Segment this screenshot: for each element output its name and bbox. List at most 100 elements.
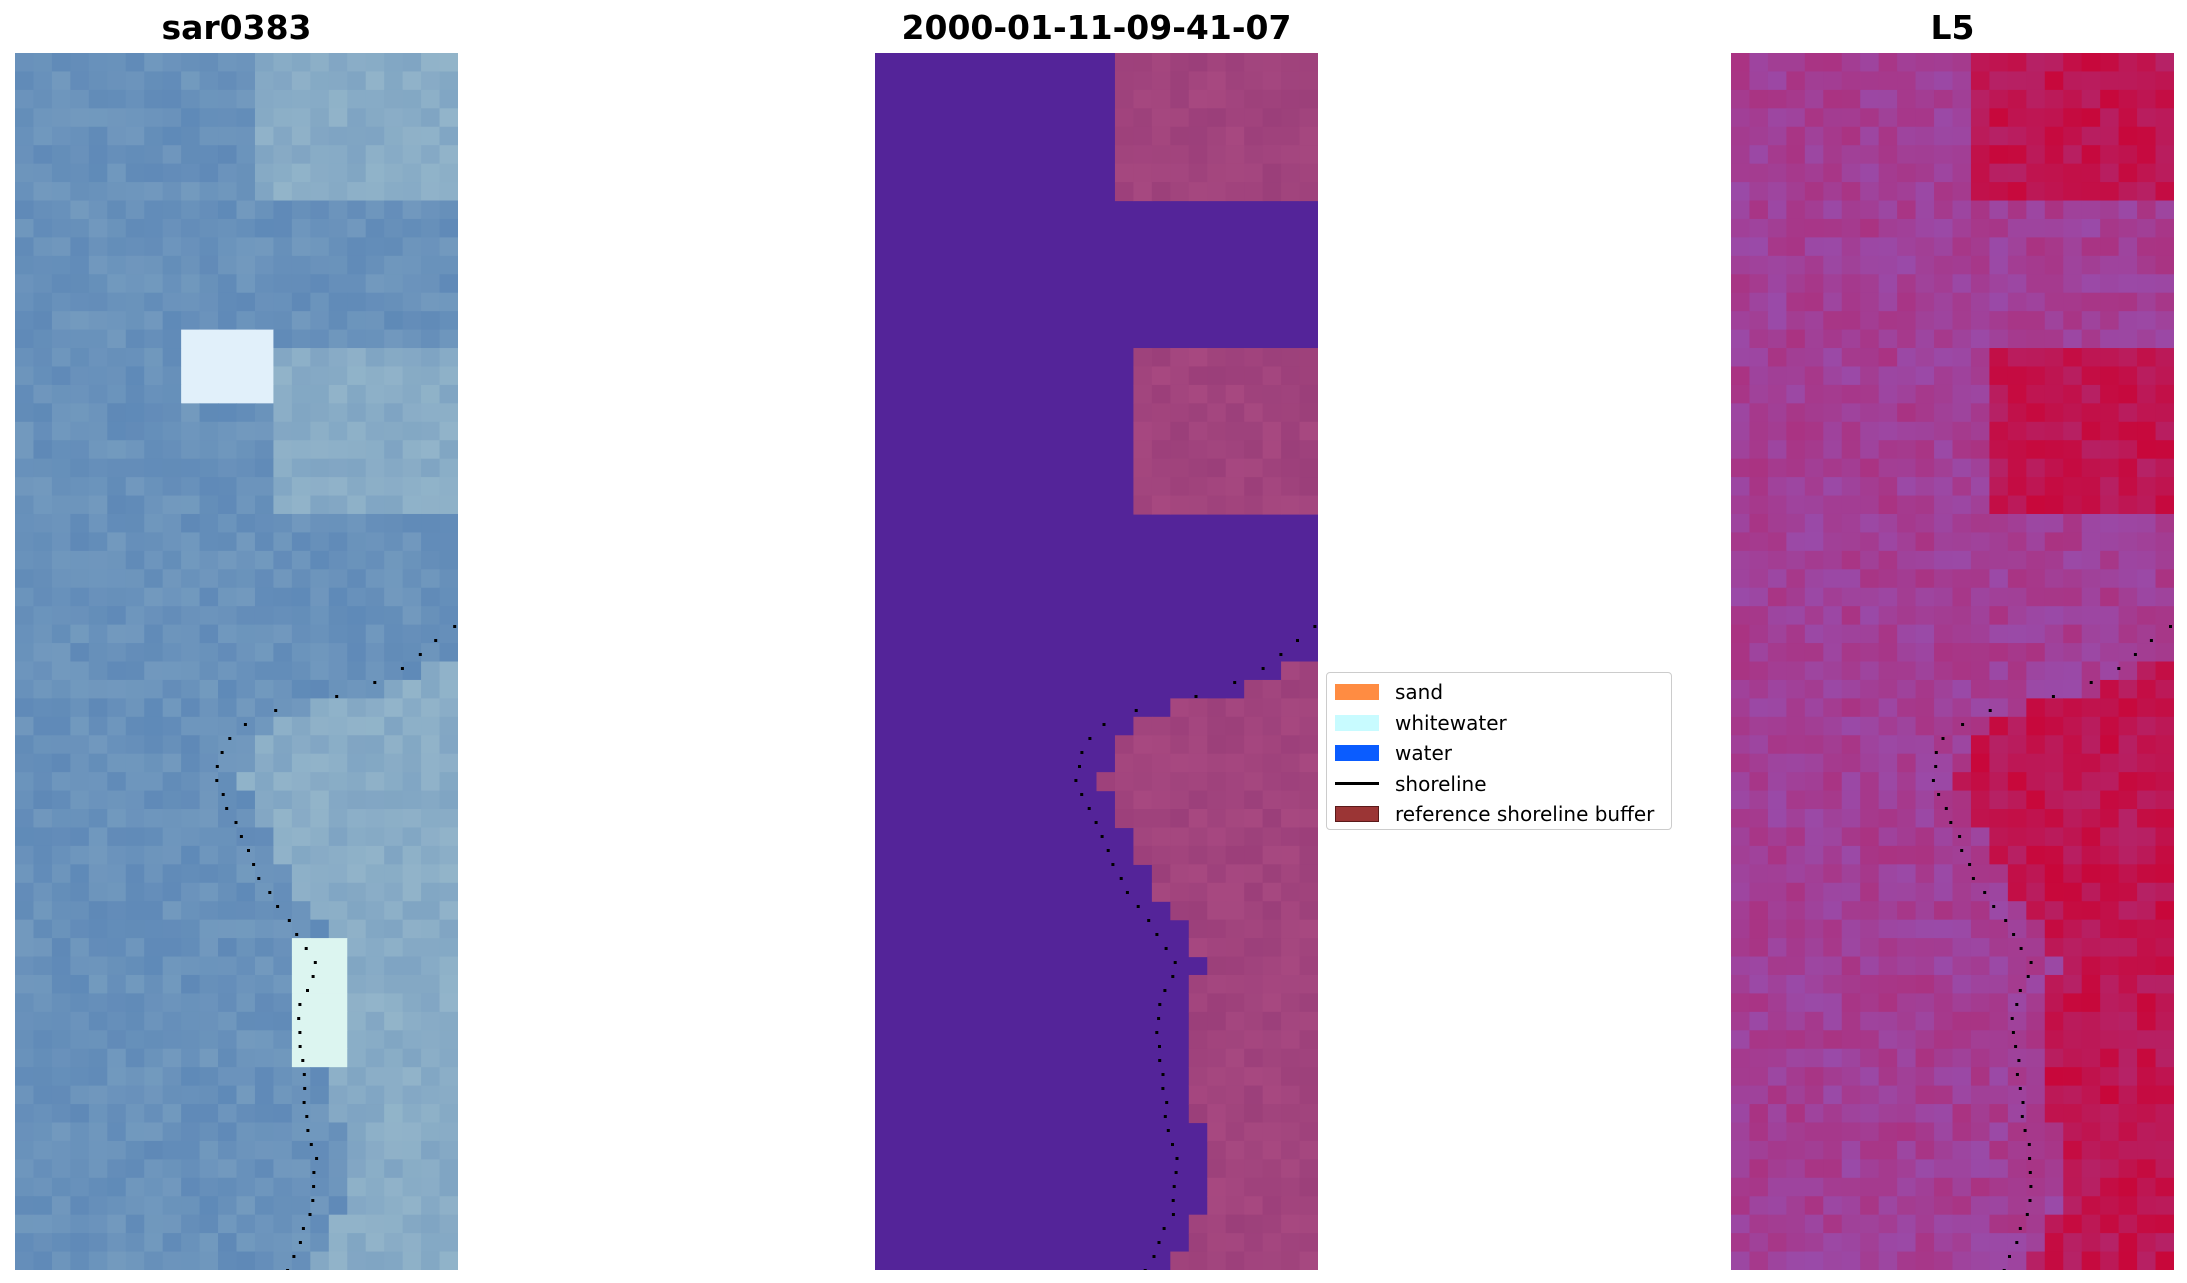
index-pixel bbox=[1989, 1233, 2009, 1253]
rgb-pixel bbox=[254, 292, 275, 312]
index-pixel bbox=[1897, 292, 1917, 312]
index-pixel bbox=[2155, 790, 2174, 810]
index-pixel bbox=[2026, 182, 2046, 202]
index-pixel bbox=[1878, 716, 1898, 736]
index-pixel bbox=[1786, 1067, 1806, 1087]
index-pixel bbox=[2063, 974, 2083, 995]
index-pixel bbox=[1897, 661, 1917, 681]
index-pixel bbox=[2081, 643, 2101, 663]
index-pixel bbox=[1860, 1177, 1880, 1197]
shoreline-point bbox=[2029, 961, 2033, 964]
index-pixel bbox=[1786, 569, 1806, 589]
index-pixel bbox=[1970, 1177, 1991, 1197]
rgb-pixel bbox=[291, 329, 311, 349]
buffer-pixel bbox=[1207, 1122, 1227, 1142]
index-pixel bbox=[2081, 458, 2101, 478]
buffer-pixel bbox=[1225, 348, 1245, 368]
rgb-pixel bbox=[310, 753, 330, 773]
rgb-pixel bbox=[162, 938, 182, 958]
rgb-pixel bbox=[181, 938, 201, 958]
index-pixel bbox=[1934, 477, 1954, 497]
rgb-pixel bbox=[15, 606, 35, 626]
rgb-pixel bbox=[218, 1122, 238, 1142]
index-pixel bbox=[1860, 919, 1880, 939]
index-pixel bbox=[1860, 348, 1880, 368]
index-pixel bbox=[1878, 532, 1898, 552]
rgb-pixel bbox=[273, 126, 293, 146]
rgb-pixel bbox=[421, 329, 441, 349]
index-pixel bbox=[1804, 421, 1824, 441]
index-pixel bbox=[1731, 108, 1751, 128]
index-pixel bbox=[2137, 809, 2157, 829]
index-pixel bbox=[1915, 1067, 1935, 1087]
index-pixel bbox=[1989, 606, 2009, 626]
index-pixel bbox=[1989, 348, 2009, 368]
buffer-pixel bbox=[1225, 163, 1245, 183]
buffer-pixel bbox=[1188, 735, 1208, 755]
rgb-pixel bbox=[70, 1122, 90, 1142]
index-pixel bbox=[2044, 255, 2064, 275]
buffer-pixel bbox=[1262, 1085, 1282, 1105]
index-pixel bbox=[1786, 587, 1806, 607]
index-pixel bbox=[2044, 89, 2064, 109]
index-pixel bbox=[2026, 71, 2046, 91]
rgb-pixel bbox=[402, 292, 422, 312]
rgb-pixel bbox=[310, 145, 330, 165]
rgb-pixel bbox=[310, 126, 330, 146]
index-pixel bbox=[2081, 882, 2101, 902]
index-pixel bbox=[1823, 1030, 1843, 1050]
rgb-pixel bbox=[70, 679, 90, 699]
index-pixel bbox=[2118, 348, 2138, 368]
index-pixel bbox=[1804, 108, 1824, 128]
rgb-pixel bbox=[125, 145, 145, 165]
rgb-pixel bbox=[347, 864, 367, 884]
rgb-pixel bbox=[347, 1177, 367, 1197]
rgb-pixel bbox=[236, 329, 256, 349]
index-pixel bbox=[1915, 569, 1935, 589]
index-pixel bbox=[1915, 1233, 1935, 1253]
buffer-pixel bbox=[1244, 1233, 1264, 1253]
rgb-pixel bbox=[310, 458, 330, 478]
index-pixel bbox=[1952, 403, 1972, 423]
rgb-pixel bbox=[254, 1196, 275, 1216]
rgb-pixel bbox=[421, 1122, 441, 1142]
index-pixel bbox=[1804, 513, 1824, 534]
index-pixel bbox=[1749, 126, 1769, 146]
index-pixel bbox=[2118, 624, 2138, 644]
rgb-pixel bbox=[218, 108, 238, 128]
rgb-pixel bbox=[15, 513, 35, 534]
rgb-pixel bbox=[199, 89, 219, 109]
index-pixel bbox=[1989, 89, 2009, 109]
index-pixel bbox=[1952, 772, 1972, 792]
index-pixel bbox=[2100, 145, 2120, 165]
rgb-pixel bbox=[88, 938, 108, 958]
index-pixel bbox=[2026, 403, 2046, 423]
index-pixel bbox=[1749, 329, 1769, 349]
index-pixel bbox=[1860, 200, 1880, 220]
rgb-pixel bbox=[236, 126, 256, 146]
index-pixel bbox=[1878, 440, 1898, 460]
index-pixel bbox=[2007, 1196, 2027, 1216]
rgb-pixel bbox=[88, 1196, 108, 1216]
rgb-pixel bbox=[181, 1140, 201, 1160]
index-pixel bbox=[1731, 440, 1751, 460]
index-pixel bbox=[1767, 182, 1787, 202]
rgb-pixel bbox=[236, 71, 256, 91]
index-pixel bbox=[1841, 1030, 1861, 1050]
rgb-pixel bbox=[181, 108, 201, 128]
rgb-pixel bbox=[365, 606, 385, 626]
rgb-pixel bbox=[125, 1104, 145, 1124]
rgb-pixel bbox=[199, 956, 219, 976]
index-pixel bbox=[2155, 864, 2174, 884]
index-pixel bbox=[1841, 1085, 1861, 1105]
shoreline-point bbox=[268, 891, 272, 894]
index-pixel bbox=[1860, 1159, 1880, 1179]
index-pixel bbox=[2063, 532, 2083, 552]
index-pixel bbox=[1989, 495, 2009, 515]
index-pixel bbox=[2026, 126, 2046, 146]
index-pixel bbox=[2155, 956, 2174, 976]
rgb-pixel bbox=[199, 1104, 219, 1124]
index-pixel bbox=[1731, 237, 1751, 257]
index-pixel bbox=[1860, 126, 1880, 146]
rgb-pixel bbox=[310, 1196, 330, 1216]
